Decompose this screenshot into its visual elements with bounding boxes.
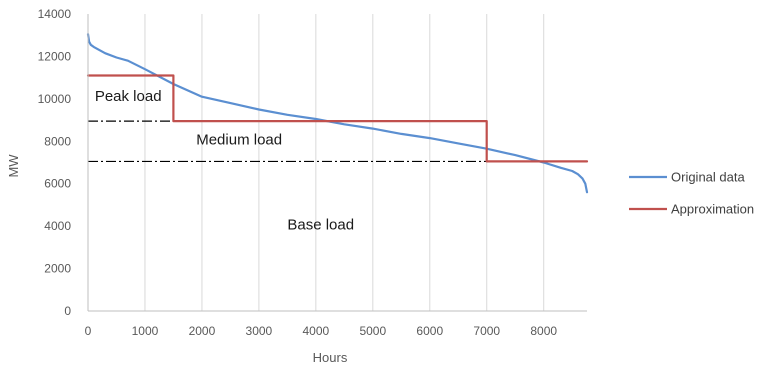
- x-tick-label-0: 0: [85, 324, 92, 338]
- x-tick-label-6000: 6000: [416, 324, 443, 338]
- y-tick-label-12000: 12000: [38, 49, 72, 63]
- series-line-approximation: [86, 74, 589, 163]
- x-axis: 0 1000 2000 3000 4000 5000 6000 7000 8000: [85, 310, 587, 338]
- x-tick-label-5000: 5000: [359, 324, 386, 338]
- plot-area: [86, 33, 589, 194]
- y-axis-title: MW: [6, 154, 21, 178]
- x-tick-label-3000: 3000: [246, 324, 273, 338]
- x-tick-label-4000: 4000: [303, 324, 330, 338]
- x-tick-label-8000: 8000: [530, 324, 557, 338]
- y-tick-label-2000: 2000: [44, 262, 71, 276]
- legend-label-1: Original data: [671, 170, 745, 185]
- y-tick-label-10000: 10000: [38, 92, 72, 106]
- legend-label-2: Approximation: [671, 202, 754, 217]
- y-tick-label-8000: 8000: [44, 134, 71, 148]
- x-axis-title: Hours: [313, 350, 348, 365]
- series-line-original-data: [86, 33, 589, 194]
- y-tick-label-0: 0: [64, 304, 71, 318]
- annotation-base-load: Base load: [287, 216, 354, 233]
- x-tick-label-7000: 7000: [473, 324, 500, 338]
- annotation-peak-load: Peak load: [95, 88, 162, 105]
- annotation-medium-load: Medium load: [196, 131, 282, 148]
- annotations: Peak load Medium load Base load: [95, 88, 354, 233]
- y-axis: 0 2000 4000 6000 8000 10000 12000 14000: [38, 7, 89, 318]
- y-tick-label-6000: 6000: [44, 177, 71, 191]
- x-tick-label-2000: 2000: [189, 324, 216, 338]
- x-tick-label-1000: 1000: [132, 324, 159, 338]
- y-tick-label-4000: 4000: [44, 219, 71, 233]
- legend: Original data Approximation: [629, 170, 754, 217]
- grid: [144, 14, 545, 311]
- y-tick-label-14000: 14000: [38, 7, 72, 21]
